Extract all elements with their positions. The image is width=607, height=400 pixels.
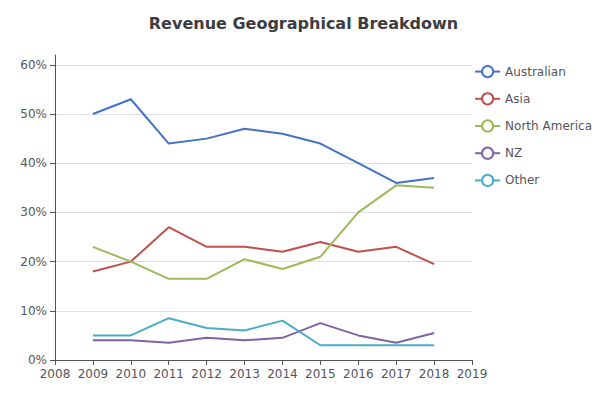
svg-text:Asia: Asia — [505, 92, 530, 106]
svg-text:2009: 2009 — [78, 367, 109, 381]
svg-text:2016: 2016 — [343, 367, 374, 381]
svg-text:2019: 2019 — [457, 367, 488, 381]
svg-text:2015: 2015 — [305, 367, 336, 381]
svg-text:2013: 2013 — [229, 367, 260, 381]
svg-text:2011: 2011 — [153, 367, 184, 381]
svg-text:Australian: Australian — [505, 65, 566, 79]
svg-text:0%: 0% — [28, 353, 47, 367]
svg-text:40%: 40% — [20, 156, 47, 170]
svg-text:50%: 50% — [20, 107, 47, 121]
svg-text:20%: 20% — [20, 255, 47, 269]
svg-text:30%: 30% — [20, 205, 47, 219]
svg-text:2017: 2017 — [381, 367, 412, 381]
svg-text:North America: North America — [505, 119, 592, 133]
svg-text:Other: Other — [505, 173, 539, 187]
svg-text:60%: 60% — [20, 58, 47, 72]
svg-text:2014: 2014 — [267, 367, 298, 381]
svg-text:2018: 2018 — [419, 367, 450, 381]
svg-text:2010: 2010 — [116, 367, 147, 381]
svg-text:NZ: NZ — [505, 146, 522, 160]
svg-text:2012: 2012 — [191, 367, 222, 381]
svg-text:10%: 10% — [20, 304, 47, 318]
svg-text:2008: 2008 — [40, 367, 71, 381]
svg-text:Revenue Geographical Breakdown: Revenue Geographical Breakdown — [149, 14, 458, 33]
